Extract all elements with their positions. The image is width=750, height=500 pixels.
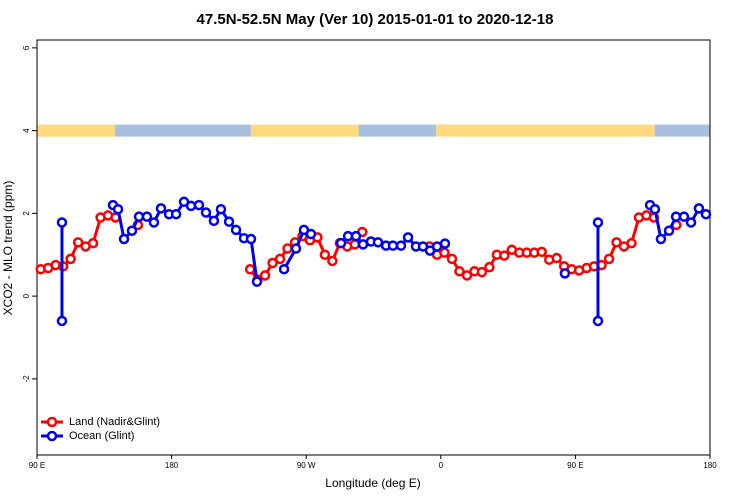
ocean-band bbox=[654, 124, 710, 137]
point bbox=[155, 203, 167, 214]
point bbox=[446, 253, 458, 265]
point bbox=[611, 237, 622, 248]
point bbox=[484, 261, 495, 273]
point bbox=[461, 270, 473, 281]
point bbox=[278, 263, 290, 275]
x-tick-label: 180 bbox=[703, 461, 717, 470]
point bbox=[551, 252, 562, 264]
point bbox=[603, 253, 615, 265]
point bbox=[170, 208, 182, 220]
land-band bbox=[436, 124, 655, 137]
ocean-band bbox=[114, 124, 251, 137]
point bbox=[230, 224, 242, 236]
point bbox=[592, 217, 604, 228]
point bbox=[193, 199, 205, 211]
point bbox=[626, 237, 637, 249]
legend-marker bbox=[46, 430, 58, 442]
point bbox=[223, 216, 235, 227]
y-tick-label: 4 bbox=[22, 128, 31, 133]
y-tick-label: 0 bbox=[22, 293, 31, 298]
y-tick-label: -2 bbox=[22, 375, 31, 383]
point bbox=[245, 233, 257, 245]
x-tick-label: 180 bbox=[165, 461, 179, 470]
y-axis-label: XCO2 - MLO trend (ppm) bbox=[1, 181, 15, 316]
x-tick-label: 90 E bbox=[29, 461, 45, 470]
point bbox=[395, 240, 407, 251]
point bbox=[678, 211, 690, 222]
legend-marker bbox=[46, 416, 58, 428]
point bbox=[274, 253, 286, 265]
land-band bbox=[250, 124, 359, 137]
point bbox=[215, 203, 227, 215]
x-axis-label: Longitude (deg E) bbox=[325, 476, 420, 490]
point bbox=[251, 276, 263, 287]
point bbox=[65, 253, 76, 265]
point bbox=[141, 211, 153, 222]
point bbox=[282, 243, 293, 254]
point bbox=[118, 233, 130, 245]
point bbox=[349, 239, 361, 250]
point bbox=[559, 268, 571, 279]
point bbox=[402, 232, 414, 243]
point bbox=[112, 203, 124, 215]
point bbox=[372, 237, 384, 248]
point bbox=[267, 257, 278, 269]
point bbox=[693, 203, 705, 214]
legend-label: Ocean (Glint) bbox=[69, 430, 134, 442]
point bbox=[476, 266, 488, 278]
x-tick-label: 0 bbox=[439, 461, 444, 470]
legend-label: Land (Nadir&Glint) bbox=[69, 416, 160, 428]
ocean-band bbox=[358, 124, 437, 137]
plot-frame bbox=[36, 39, 711, 456]
point bbox=[387, 240, 399, 251]
x-tick-label: 90 W bbox=[297, 461, 316, 470]
point bbox=[655, 233, 667, 245]
x-tick-label: 90 E bbox=[567, 461, 583, 470]
point bbox=[290, 243, 302, 254]
point bbox=[244, 263, 256, 275]
point bbox=[259, 270, 271, 281]
y-tick-label: 6 bbox=[22, 45, 31, 50]
point bbox=[56, 217, 68, 228]
point bbox=[439, 238, 451, 249]
point bbox=[454, 266, 465, 277]
point bbox=[87, 237, 99, 249]
point bbox=[335, 237, 347, 249]
point bbox=[592, 315, 604, 327]
point bbox=[700, 208, 712, 220]
land-band bbox=[37, 124, 115, 137]
point bbox=[208, 215, 220, 227]
point bbox=[439, 247, 450, 258]
point bbox=[72, 237, 84, 248]
point bbox=[305, 228, 317, 240]
chart-title: 47.5N-52.5N May (Ver 10) 2015-01-01 to 2… bbox=[197, 11, 554, 28]
point bbox=[327, 255, 338, 267]
point bbox=[685, 217, 697, 228]
point bbox=[536, 246, 547, 258]
point bbox=[350, 230, 362, 242]
point bbox=[499, 250, 510, 261]
point bbox=[649, 203, 661, 215]
point bbox=[126, 225, 138, 236]
point bbox=[56, 315, 68, 327]
point bbox=[200, 207, 212, 218]
point bbox=[319, 249, 331, 260]
point bbox=[663, 225, 675, 236]
y-tick-label: 2 bbox=[22, 211, 31, 216]
point bbox=[148, 217, 160, 228]
